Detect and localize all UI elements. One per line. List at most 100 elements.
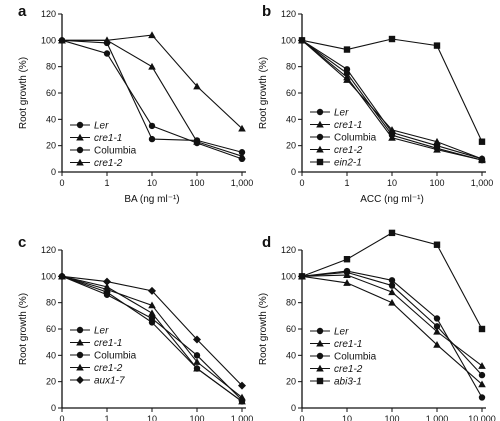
data-point-cre1-2 — [103, 283, 111, 290]
legend-label: cre1-1 — [94, 133, 122, 144]
x-tick-label: 0 — [299, 178, 304, 188]
legend-label: cre1-2 — [94, 158, 123, 169]
legend-label: cre1-1 — [334, 339, 362, 350]
legend-label: Ler — [94, 121, 109, 132]
y-tick-label: 100 — [281, 271, 296, 281]
legend-label: cre1-1 — [94, 338, 122, 349]
data-point-Columbia — [433, 323, 441, 330]
data-point-cre1-2 — [343, 76, 351, 83]
y-tick-label: 40 — [46, 114, 56, 124]
panel-letter: b — [262, 3, 271, 20]
x-tick-label: 0 — [59, 414, 64, 421]
y-tick-label: 80 — [286, 62, 296, 72]
x-tick-label: 10 — [147, 178, 157, 188]
data-point-cre1-1 — [238, 124, 246, 132]
y-tick-label: 0 — [51, 167, 56, 177]
y-tick-label: 120 — [41, 245, 56, 255]
y-tick-label: 120 — [281, 245, 296, 255]
legend-marker — [316, 339, 324, 347]
data-point-Columbia — [148, 315, 156, 322]
legend-marker — [76, 351, 84, 359]
data-point-Columbia — [478, 371, 486, 379]
legend-label: Ler — [334, 327, 349, 338]
y-tick-label: 120 — [41, 9, 56, 19]
panel-letter: a — [18, 3, 27, 20]
x-tick-label: 10 — [342, 414, 352, 421]
series-line-Columbia — [61, 39, 243, 153]
x-tick-label: 1 — [104, 178, 109, 188]
data-point-cre1-1 — [148, 301, 156, 309]
data-point-aux1-7 — [193, 335, 201, 344]
panel-letter: c — [18, 234, 26, 251]
x-tick-label: 100 — [429, 178, 444, 188]
x-tick-label: 1 — [344, 178, 349, 188]
legend-marker — [76, 146, 84, 154]
y-tick-label: 100 — [41, 35, 56, 45]
data-point-Ler — [478, 394, 486, 401]
data-point-aux1-7 — [58, 272, 66, 281]
legend-label: ein2-1 — [334, 158, 362, 169]
x-tick-label: 10,000 — [468, 414, 496, 421]
data-point-ein2-1 — [478, 138, 486, 145]
data-point-cre1-2 — [478, 362, 486, 369]
data-point-cre1-1 — [388, 298, 396, 306]
legend-marker — [316, 108, 324, 116]
data-point-abi3-1 — [343, 256, 351, 263]
x-tick-label: 1,000 — [426, 414, 449, 421]
data-point-ein2-1 — [298, 37, 306, 44]
x-tick-label: 1,000 — [231, 178, 254, 188]
legend-label: Columbia — [334, 133, 377, 144]
legend-label: Columbia — [94, 146, 137, 157]
x-tick-label: 1,000 — [231, 414, 254, 421]
y-tick-label: 0 — [51, 403, 56, 413]
data-point-cre1-1 — [148, 31, 156, 39]
y-tick-label: 120 — [281, 9, 296, 19]
data-point-cre1-2 — [193, 137, 201, 145]
data-point-Ler — [388, 277, 396, 284]
y-tick-label: 60 — [46, 88, 56, 98]
legend-marker — [76, 158, 84, 166]
legend-label: Ler — [334, 108, 349, 119]
legend-label: cre1-2 — [334, 364, 363, 375]
y-tick-label: 0 — [291, 167, 296, 177]
legend-label: Ler — [94, 326, 109, 337]
legend-marker — [76, 363, 84, 371]
y-tick-label: 20 — [46, 141, 56, 151]
data-point-cre1-2 — [433, 327, 441, 335]
y-tick-label: 40 — [286, 114, 296, 124]
x-tick-label: 1,000 — [471, 178, 494, 188]
series-line-Ler — [301, 39, 483, 160]
y-tick-label: 40 — [286, 350, 296, 360]
legend-marker — [316, 352, 324, 360]
data-point-cre1-2 — [103, 36, 111, 44]
y-axis-label: Root growth (%) — [18, 57, 29, 129]
panel-b: b 0 20 40 60 80 100 120 0 1 10 100 1,000 ACC (ng ml⁻¹… — [258, 3, 493, 205]
y-tick-label: 100 — [281, 35, 296, 45]
y-tick-label: 20 — [286, 377, 296, 387]
data-point-Ler — [433, 315, 441, 322]
x-tick-label: 0 — [59, 178, 64, 188]
data-point-cre1-2 — [343, 271, 351, 279]
data-point-Ler — [148, 122, 156, 130]
panel-a: a 0 20 40 60 80 100 120 0 1 10 100 1,000 BA (ng ml⁻¹)… — [18, 3, 253, 205]
data-point-Columbia — [343, 70, 351, 77]
panel-letter: d — [262, 234, 271, 251]
data-point-aux1-7 — [103, 277, 111, 286]
y-tick-label: 100 — [41, 271, 56, 281]
series-line-Ler — [61, 275, 243, 402]
y-tick-label: 20 — [46, 377, 56, 387]
data-point-Columbia — [148, 135, 156, 143]
legend-label: aux1-7 — [94, 376, 125, 387]
y-axis-label: Root growth (%) — [258, 57, 269, 129]
legend-marker — [316, 158, 324, 166]
x-tick-label: 10 — [147, 414, 157, 421]
legend-marker — [76, 376, 84, 384]
legend-label: Columbia — [94, 351, 137, 362]
data-point-cre1-2 — [478, 155, 486, 162]
y-tick-label: 0 — [291, 403, 296, 413]
y-tick-label: 80 — [286, 298, 296, 308]
data-point-cre1-1 — [433, 341, 441, 348]
x-tick-label: 100 — [384, 414, 399, 421]
